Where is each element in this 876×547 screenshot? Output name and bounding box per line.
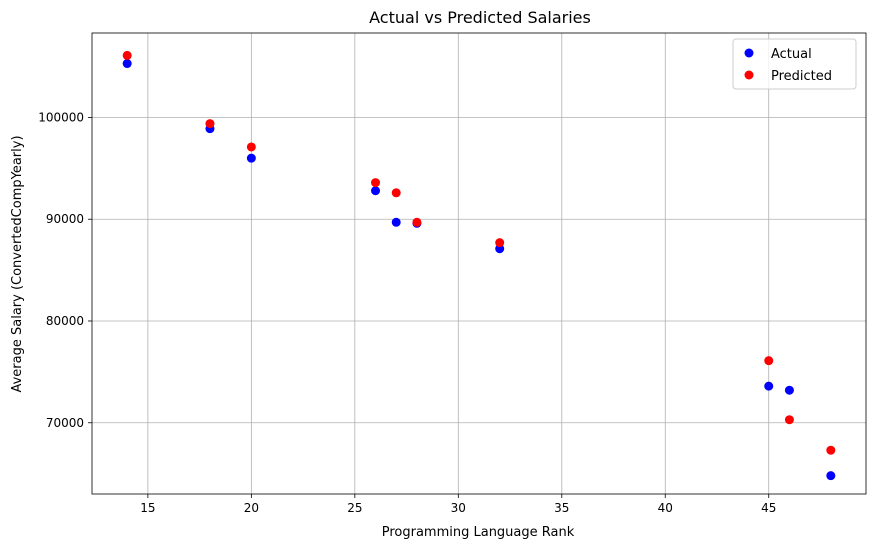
chart-title: Actual vs Predicted Salaries — [369, 8, 591, 27]
legend-label-predicted: Predicted — [771, 69, 832, 84]
legend-marker-predicted — [744, 70, 754, 80]
y-axis-label: Average Salary (ConvertedCompYearly) — [10, 135, 25, 392]
actual-point — [371, 186, 381, 196]
legend-marker-actual — [744, 48, 754, 58]
grid-lines — [92, 33, 866, 494]
predicted-point — [246, 142, 256, 152]
predicted-point — [371, 178, 381, 188]
legend-label-actual: Actual — [771, 47, 812, 62]
predicted-point — [495, 238, 505, 248]
actual-point — [764, 381, 774, 391]
y-tick-label: 90000 — [46, 212, 84, 226]
x-tick-label: 30 — [451, 501, 466, 515]
predicted-point — [412, 217, 422, 227]
predicted-point — [122, 50, 132, 60]
predicted-point — [391, 188, 401, 198]
predicted-point — [205, 119, 215, 129]
x-tick-label: 20 — [244, 501, 259, 515]
actual-point — [784, 385, 794, 395]
y-tick-label: 100000 — [38, 110, 84, 124]
predicted-point — [784, 415, 794, 425]
axes: 15 20 25 30 35 40 45 70000 80000 90000 100000 — [38, 32, 867, 515]
x-tick-label: 45 — [761, 501, 776, 515]
actual-point — [826, 471, 836, 481]
y-tick-label: 80000 — [46, 314, 84, 328]
legend-box — [732, 38, 857, 90]
y-tick-label: 70000 — [46, 416, 84, 430]
actual-point — [391, 217, 401, 227]
plot-frame — [91, 32, 867, 495]
legend: Actual Predicted — [732, 38, 857, 90]
x-tick-label: 40 — [658, 501, 673, 515]
x-tick-label: 35 — [554, 501, 569, 515]
x-tick-label: 15 — [140, 501, 155, 515]
x-axis-label: Programming Language Rank — [382, 525, 575, 540]
data-points — [122, 50, 836, 481]
actual-point — [246, 153, 256, 163]
actual-point — [122, 59, 132, 69]
predicted-point — [764, 356, 774, 366]
x-tick-label: 25 — [347, 501, 362, 515]
predicted-point — [826, 445, 836, 455]
